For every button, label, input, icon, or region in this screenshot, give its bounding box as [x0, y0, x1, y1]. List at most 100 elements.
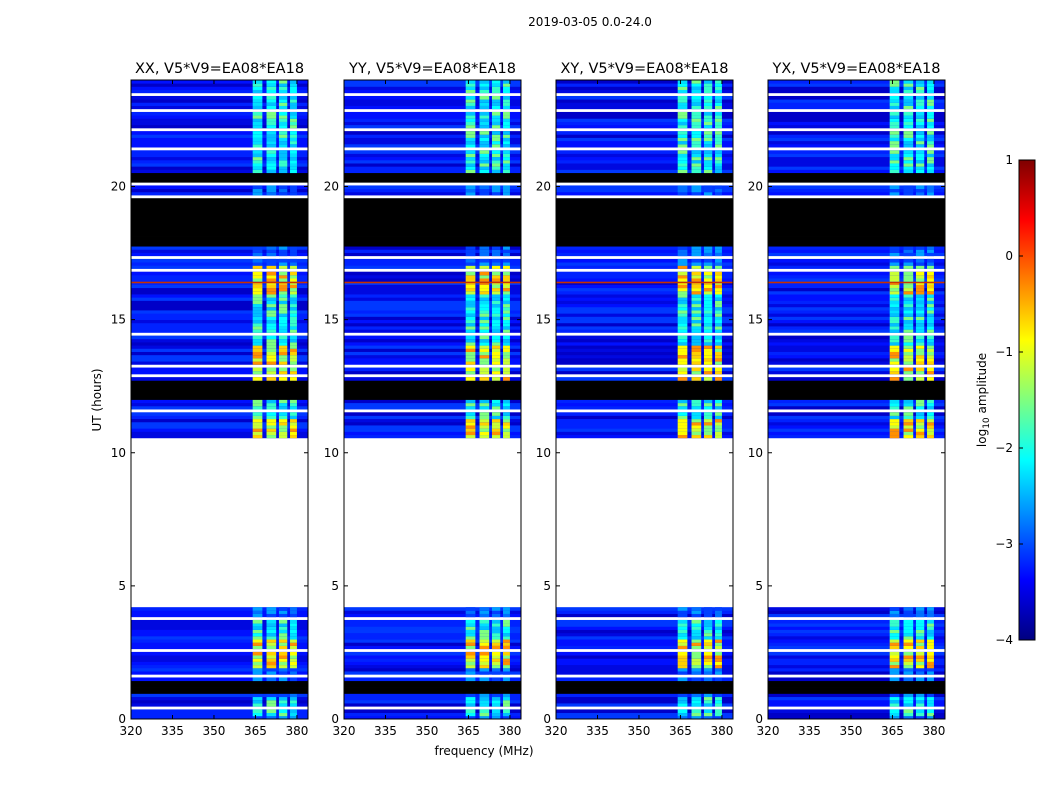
rfi-cell — [503, 632, 510, 637]
rfi-cell — [889, 310, 900, 314]
rfi-cell — [903, 99, 914, 103]
rfi-cell — [465, 693, 476, 698]
time-band — [556, 274, 733, 279]
rfi-cell — [491, 284, 501, 289]
time-band — [768, 290, 945, 295]
time-band — [344, 715, 521, 719]
time-band — [131, 715, 308, 719]
rfi-cell — [503, 249, 510, 253]
rfi-cell — [252, 658, 263, 662]
rfi-cell — [479, 715, 490, 719]
rfi-cell — [266, 425, 277, 429]
time-band — [131, 95, 308, 100]
rfi-cell — [703, 613, 713, 618]
rfi-cell — [266, 629, 277, 634]
rfi-cell — [691, 428, 702, 432]
rfi-cell — [889, 284, 900, 289]
time-band — [768, 297, 945, 301]
rfi-cell — [491, 185, 501, 190]
rfi-cell — [703, 111, 713, 116]
rfi-cell — [278, 623, 288, 627]
time-band — [556, 418, 733, 423]
rfi-cell — [479, 265, 490, 269]
time-band — [131, 140, 308, 145]
rfi-cell — [252, 124, 263, 129]
rfi-cell — [703, 428, 713, 432]
rfi-cell — [691, 294, 702, 298]
flagged-band — [344, 214, 521, 218]
rfi-cell — [703, 249, 713, 253]
time-band — [768, 86, 945, 90]
rfi-cell — [889, 645, 900, 650]
rfi-cell — [290, 80, 297, 84]
time-band — [768, 415, 945, 420]
rfi-cell — [703, 610, 713, 614]
time-band — [344, 348, 521, 352]
rfi-cell — [691, 405, 702, 410]
rfi-cell — [889, 297, 900, 301]
rfi-cell — [927, 712, 934, 717]
time-band — [344, 607, 521, 611]
rfi-cell — [889, 693, 900, 698]
rfi-cell — [927, 303, 934, 308]
x-tick-label: 335 — [586, 724, 609, 738]
time-band — [131, 645, 308, 650]
rfi-cell — [703, 629, 713, 634]
flagged-band — [556, 389, 733, 394]
rfi-cell — [278, 262, 288, 266]
rfi-cell — [278, 140, 288, 145]
rfi-cell — [677, 319, 688, 324]
rfi-cell — [915, 134, 925, 138]
rfi-cell — [278, 632, 288, 637]
rfi-cell — [266, 428, 277, 432]
rfi-cell — [491, 699, 501, 704]
rfi-cell — [691, 262, 702, 266]
rfi-cell — [465, 150, 476, 154]
time-band — [556, 290, 733, 295]
rfi-cell — [691, 249, 702, 253]
rfi-cell — [677, 635, 688, 640]
rfi-cell — [715, 137, 722, 142]
rfi-cell — [278, 124, 288, 129]
time-band — [344, 623, 521, 627]
rfi-cell — [691, 632, 702, 637]
flagged-band — [131, 175, 308, 180]
rfi-cell — [927, 335, 934, 340]
rfi-cell — [691, 115, 702, 119]
rfi-cell — [290, 249, 297, 253]
rfi-cell — [290, 166, 297, 170]
rfi-cell — [691, 140, 702, 145]
time-band — [131, 696, 308, 701]
rfi-cell — [290, 326, 297, 330]
rfi-cell — [266, 140, 277, 145]
rfi-cell — [703, 338, 713, 343]
rfi-cell — [889, 118, 900, 122]
rfi-cell — [266, 639, 277, 643]
rfi-cell — [491, 425, 501, 429]
rfi-cell — [465, 284, 476, 289]
rfi-cell — [927, 651, 934, 656]
rfi-cell — [915, 274, 925, 279]
rfi-cell — [715, 287, 722, 292]
rfi-cell — [703, 121, 713, 126]
flagged-band — [768, 214, 945, 218]
time-band — [556, 99, 733, 103]
rfi-cell — [503, 709, 510, 714]
rfi-cell — [889, 191, 900, 196]
rfi-cell — [491, 421, 501, 426]
time-band — [556, 124, 733, 129]
rfi-cell — [278, 169, 288, 174]
rfi-cell — [677, 86, 688, 90]
time-band — [344, 271, 521, 276]
rfi-cell — [491, 156, 501, 161]
time-band — [556, 610, 733, 614]
rfi-cell — [252, 428, 263, 432]
rfi-cell — [252, 661, 263, 666]
rfi-cell — [491, 290, 501, 295]
rfi-cell — [252, 418, 263, 423]
time-band — [131, 294, 308, 298]
rfi-cell — [491, 150, 501, 154]
rfi-cell — [677, 297, 688, 301]
rfi-cell — [266, 367, 277, 372]
rfi-cell — [290, 310, 297, 314]
